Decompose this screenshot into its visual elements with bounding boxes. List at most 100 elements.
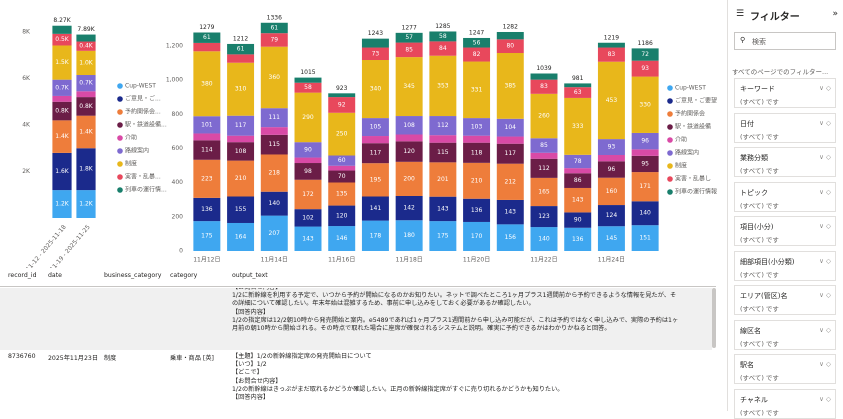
total-label: 1186 [638, 40, 653, 47]
bar-segment [52, 152, 72, 191]
y-tick-label: 200 [172, 213, 184, 220]
bar-segment [193, 159, 221, 198]
filter-icons[interactable]: ∨ ◇ [819, 153, 831, 161]
bar-segment [564, 168, 592, 174]
data-label: 340 [370, 86, 382, 93]
data-label: 136 [572, 236, 584, 243]
filter-card[interactable]: トピック (すべて) です ∨ ◇ [734, 181, 836, 212]
bar-segment [429, 142, 457, 163]
data-label: 155 [235, 206, 247, 213]
data-label: 146 [336, 235, 348, 242]
bar-segment [361, 196, 389, 221]
legend-label[interactable]: 路線案内 [125, 147, 149, 155]
legend-label[interactable]: 駅・鉄道設備... [125, 121, 167, 129]
bar-segment [193, 116, 221, 134]
bar-segment [227, 160, 255, 197]
collapse-button[interactable]: » [832, 9, 838, 19]
filter-icons[interactable]: ∨ ◇ [819, 394, 831, 403]
bar-segment [631, 172, 659, 202]
legend-label[interactable]: 路線案内 [675, 149, 699, 157]
filter-card[interactable]: 線区名 (すべて) です ∨ ◇ [734, 319, 836, 350]
total-label: 981 [572, 75, 584, 82]
legend-label[interactable]: 実害・乱暴し [675, 175, 711, 183]
scrollbar[interactable] [712, 288, 716, 348]
legend-label[interactable]: ご意見・ご要望 [675, 97, 717, 105]
search-box[interactable]: ⚲ 検索 [734, 32, 836, 50]
legend-marker [667, 150, 673, 156]
bar-segment [463, 47, 491, 62]
data-label: 141 [370, 205, 382, 212]
bar-segment [361, 47, 389, 61]
x-tick-label: 11月18日 [396, 257, 423, 264]
bar-segment [496, 224, 524, 251]
data-label: 250 [336, 131, 348, 138]
filter-icons[interactable]: ∨ ◇ [819, 256, 831, 265]
column-header[interactable]: business_category [104, 272, 162, 279]
filter-state: (すべて) です [740, 201, 779, 210]
data-label: 56 [473, 39, 481, 46]
data-label: 57 [405, 34, 413, 41]
data-label: 142 [403, 205, 415, 212]
legend-label[interactable]: 介助 [125, 134, 137, 142]
legend-label[interactable]: 予約関係会 [675, 110, 705, 118]
bar-segment [597, 177, 625, 206]
legend-label[interactable]: 実害・乱暴... [125, 173, 161, 181]
column-header[interactable]: date [48, 272, 62, 279]
legend-label[interactable]: 列車の運行情... [125, 186, 167, 194]
filter-card[interactable]: 日付 (すべて) です ∨ ◇ [734, 112, 836, 143]
filter-card[interactable]: チャネル (すべて) です ∨ ◇ [734, 388, 836, 419]
bar-segment [52, 79, 72, 96]
data-label: 60 [338, 157, 346, 164]
filter-card[interactable]: エリア(管区)名 (すべて) です ∨ ◇ [734, 285, 836, 315]
bar-segment [227, 54, 255, 63]
filter-icons[interactable]: ∨ ◇ [819, 187, 831, 196]
data-label: 83 [608, 51, 616, 58]
filter-icons[interactable]: ∨ ◇ [819, 84, 831, 92]
data-label: 103 [471, 123, 483, 130]
table-row: 8736760 2025年11月23日 制度 乗車・商品 [英] 【主題】1/2の新幹線… [0, 350, 712, 411]
bar-segment [260, 33, 288, 47]
column-header[interactable]: category [170, 272, 198, 279]
legend-label[interactable]: 予約関係会... [125, 108, 161, 116]
data-label: 79 [270, 36, 278, 43]
data-label: 90 [574, 217, 582, 224]
bar-segment [631, 76, 659, 133]
legend-label[interactable]: 列車の運行情報 [675, 188, 717, 196]
bar-segment [260, 108, 288, 128]
bar-segment [328, 182, 356, 206]
filter-card[interactable]: 業務分類 (すべて) です ∨ ◇ [734, 147, 836, 177]
filter-name: チャネル [740, 395, 768, 404]
legend-label[interactable]: Cup-WEST [675, 85, 706, 92]
legend-label[interactable]: 制度 [675, 162, 687, 170]
column-header[interactable]: record_id [8, 272, 37, 279]
filter-icons[interactable]: ∨ ◇ [819, 118, 831, 127]
filter-icons[interactable]: ∨ ◇ [819, 291, 831, 299]
bar-segment [294, 157, 322, 164]
total-label: 1279 [199, 24, 214, 31]
bar-segment [260, 127, 288, 135]
filter-card[interactable]: 項目(小分) (すべて) です ∨ ◇ [734, 216, 836, 246]
data-label: 330 [639, 101, 651, 108]
data-label: 105 [370, 124, 382, 131]
filter-icons[interactable]: ∨ ◇ [819, 360, 831, 368]
bar-segment [294, 92, 322, 143]
bar-segment [530, 152, 558, 159]
legend-label[interactable]: 駅・鉄道設備 [675, 123, 711, 131]
data-label: 85 [540, 142, 548, 149]
legend-label[interactable]: 介助 [675, 136, 687, 144]
legend-label[interactable]: 制度 [125, 160, 137, 168]
filter-icons[interactable]: ∨ ◇ [819, 325, 831, 334]
filter-card[interactable]: 駅名 (すべて) です ∨ ◇ [734, 354, 836, 384]
bar-segment [530, 158, 558, 178]
filter-name: 日付 [740, 119, 754, 128]
data-label: 104 [505, 124, 517, 131]
bar-segment [597, 226, 625, 251]
data-label: 78 [574, 158, 582, 165]
filter-card[interactable]: 細部項目(小分類) (すべて) です ∨ ◇ [734, 250, 836, 281]
legend-label[interactable]: ご意見・ご... [125, 95, 161, 103]
column-header[interactable]: output_text [232, 272, 268, 279]
data-label: 345 [403, 83, 415, 90]
legend-label[interactable]: Cup-WEST [125, 83, 156, 90]
filter-icons[interactable]: ∨ ◇ [819, 222, 831, 230]
filter-card[interactable]: キーワード (すべて) です ∨ ◇ [734, 78, 836, 108]
